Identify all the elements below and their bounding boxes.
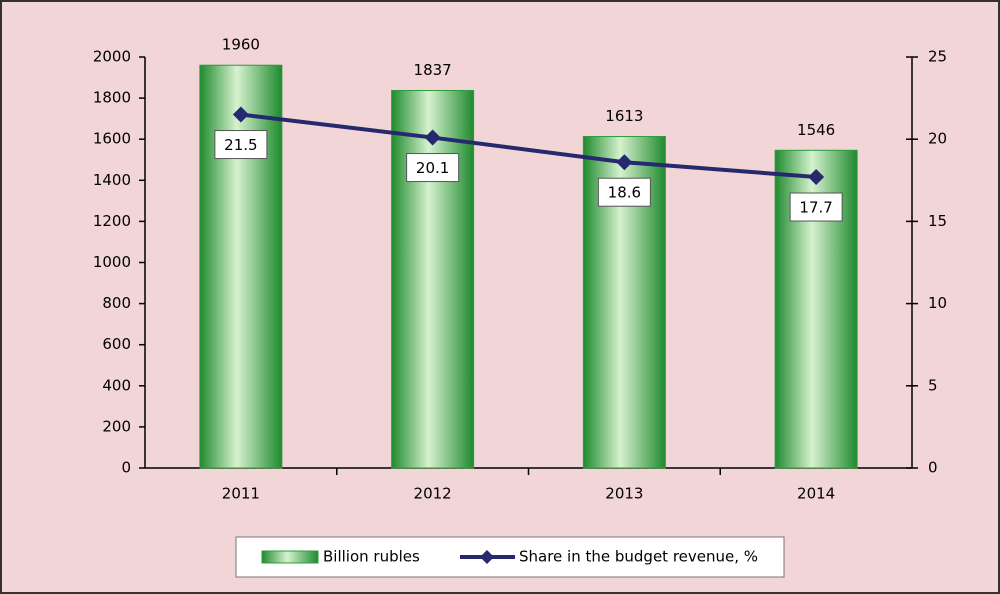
y-tick-label: 1600	[93, 130, 131, 148]
legend-marker	[480, 550, 494, 564]
legend-label: Share in the budget revenue, %	[519, 548, 758, 566]
bar	[199, 64, 283, 469]
line-marker	[232, 106, 249, 123]
y-tick-label: 0	[121, 459, 131, 477]
label-box	[214, 130, 268, 160]
x-tick-label: 2011	[222, 485, 260, 503]
legend-label: Billion rubles	[323, 548, 420, 566]
line-value-label: 18.6	[608, 184, 641, 202]
y-tick-label: 800	[102, 294, 131, 312]
bar-value-label: 1546	[797, 121, 835, 139]
x-tick-label: 2013	[605, 485, 643, 503]
label-box	[406, 153, 460, 183]
label-box	[789, 192, 843, 222]
y2-tick-label: 5	[928, 376, 938, 394]
bar-value-label: 1960	[222, 36, 260, 54]
x-tick-label: 2012	[414, 485, 452, 503]
y2-tick-label: 10	[928, 294, 947, 312]
y2-tick-label: 20	[928, 130, 947, 148]
legend-swatch	[261, 550, 319, 564]
line-value-label: 21.5	[224, 136, 257, 154]
label-box	[597, 177, 651, 207]
line-marker	[808, 169, 825, 186]
y-tick-label: 2000	[93, 48, 131, 66]
y2-tick-label: 25	[928, 48, 947, 66]
y-tick-label: 400	[102, 376, 131, 394]
bar	[391, 89, 475, 469]
line-marker	[616, 154, 633, 171]
y-tick-label: 1000	[93, 253, 131, 271]
line-value-label: 20.1	[416, 159, 449, 177]
line	[240, 112, 817, 180]
y-tick-label: 1200	[93, 212, 131, 230]
y2-tick-label: 15	[928, 212, 947, 230]
line-marker	[424, 129, 441, 146]
y-tick-label: 600	[102, 335, 131, 353]
y-tick-label: 1800	[93, 89, 131, 107]
x-tick-label: 2014	[797, 485, 835, 503]
bar-value-label: 1837	[414, 61, 452, 79]
bar-value-label: 1613	[605, 107, 643, 125]
legend: Billion rubles Share in the budget revenu…	[235, 536, 785, 578]
line-value-label: 17.7	[799, 199, 832, 217]
y2-tick-label: 0	[928, 459, 938, 477]
y-tick-label: 200	[102, 417, 131, 435]
y-tick-label: 1400	[93, 171, 131, 189]
